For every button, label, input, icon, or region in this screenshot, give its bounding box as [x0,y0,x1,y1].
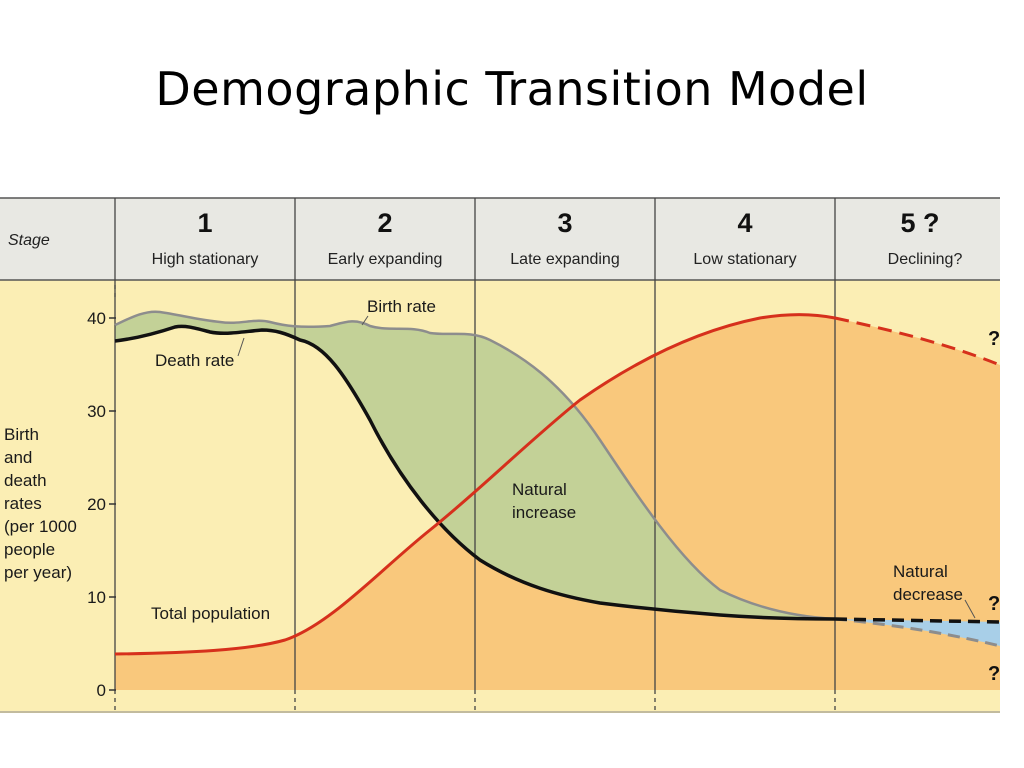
stage-5-number: 5 ? [900,208,939,238]
stage-1-name: High stationary [152,251,259,268]
birth-rate-line [114,310,836,621]
y-tick-30: 30 [87,402,106,421]
stage-5-name: Declining? [888,251,963,268]
stage-4-number: 4 [737,208,752,238]
svg-text:death: death [4,471,47,490]
slide-title: Demographic Transition Model [155,62,869,116]
stage-3-name: Late expanding [510,251,619,268]
svg-text:rates: rates [4,494,42,513]
total-population-label: Total population [151,604,270,623]
birth-rate-label: Birth rate [367,297,436,316]
y-tick-20: 20 [87,495,106,514]
death-rate-label: Death rate [155,351,234,370]
question-mark-birth: ? [988,663,1000,685]
natural-decrease-area [835,619,1000,646]
stage-2-name: Early expanding [328,251,443,268]
stage-header [0,198,1000,280]
y-tick-10: 10 [87,588,106,607]
total-population-line [114,313,836,656]
y-axis-label: Birth and death rates (per 1000 people p… [4,425,77,582]
stage-1-number: 1 [197,208,212,238]
y-tick-0: 0 [97,681,106,700]
svg-text:Birth: Birth [4,425,39,444]
svg-text:people: people [4,540,55,559]
y-tick-40: 40 [87,309,106,328]
question-mark-death: ? [988,593,1000,615]
stage-4-name: Low stationary [693,251,796,268]
natural-decrease-label-1: Natural [893,562,948,581]
question-mark-population: ? [988,328,1000,350]
death-rate-line [114,324,836,621]
svg-text:per year): per year) [4,563,72,582]
natural-decrease-label-2: decrease [893,585,963,604]
stage-2-number: 2 [377,208,392,238]
stage-label: Stage [8,232,50,249]
svg-text:(per 1000: (per 1000 [4,517,77,536]
svg-text:and: and [4,448,32,467]
stage-3-number: 3 [557,208,572,238]
natural-increase-label-1: Natural [512,480,567,499]
natural-increase-label-2: increase [512,503,576,522]
